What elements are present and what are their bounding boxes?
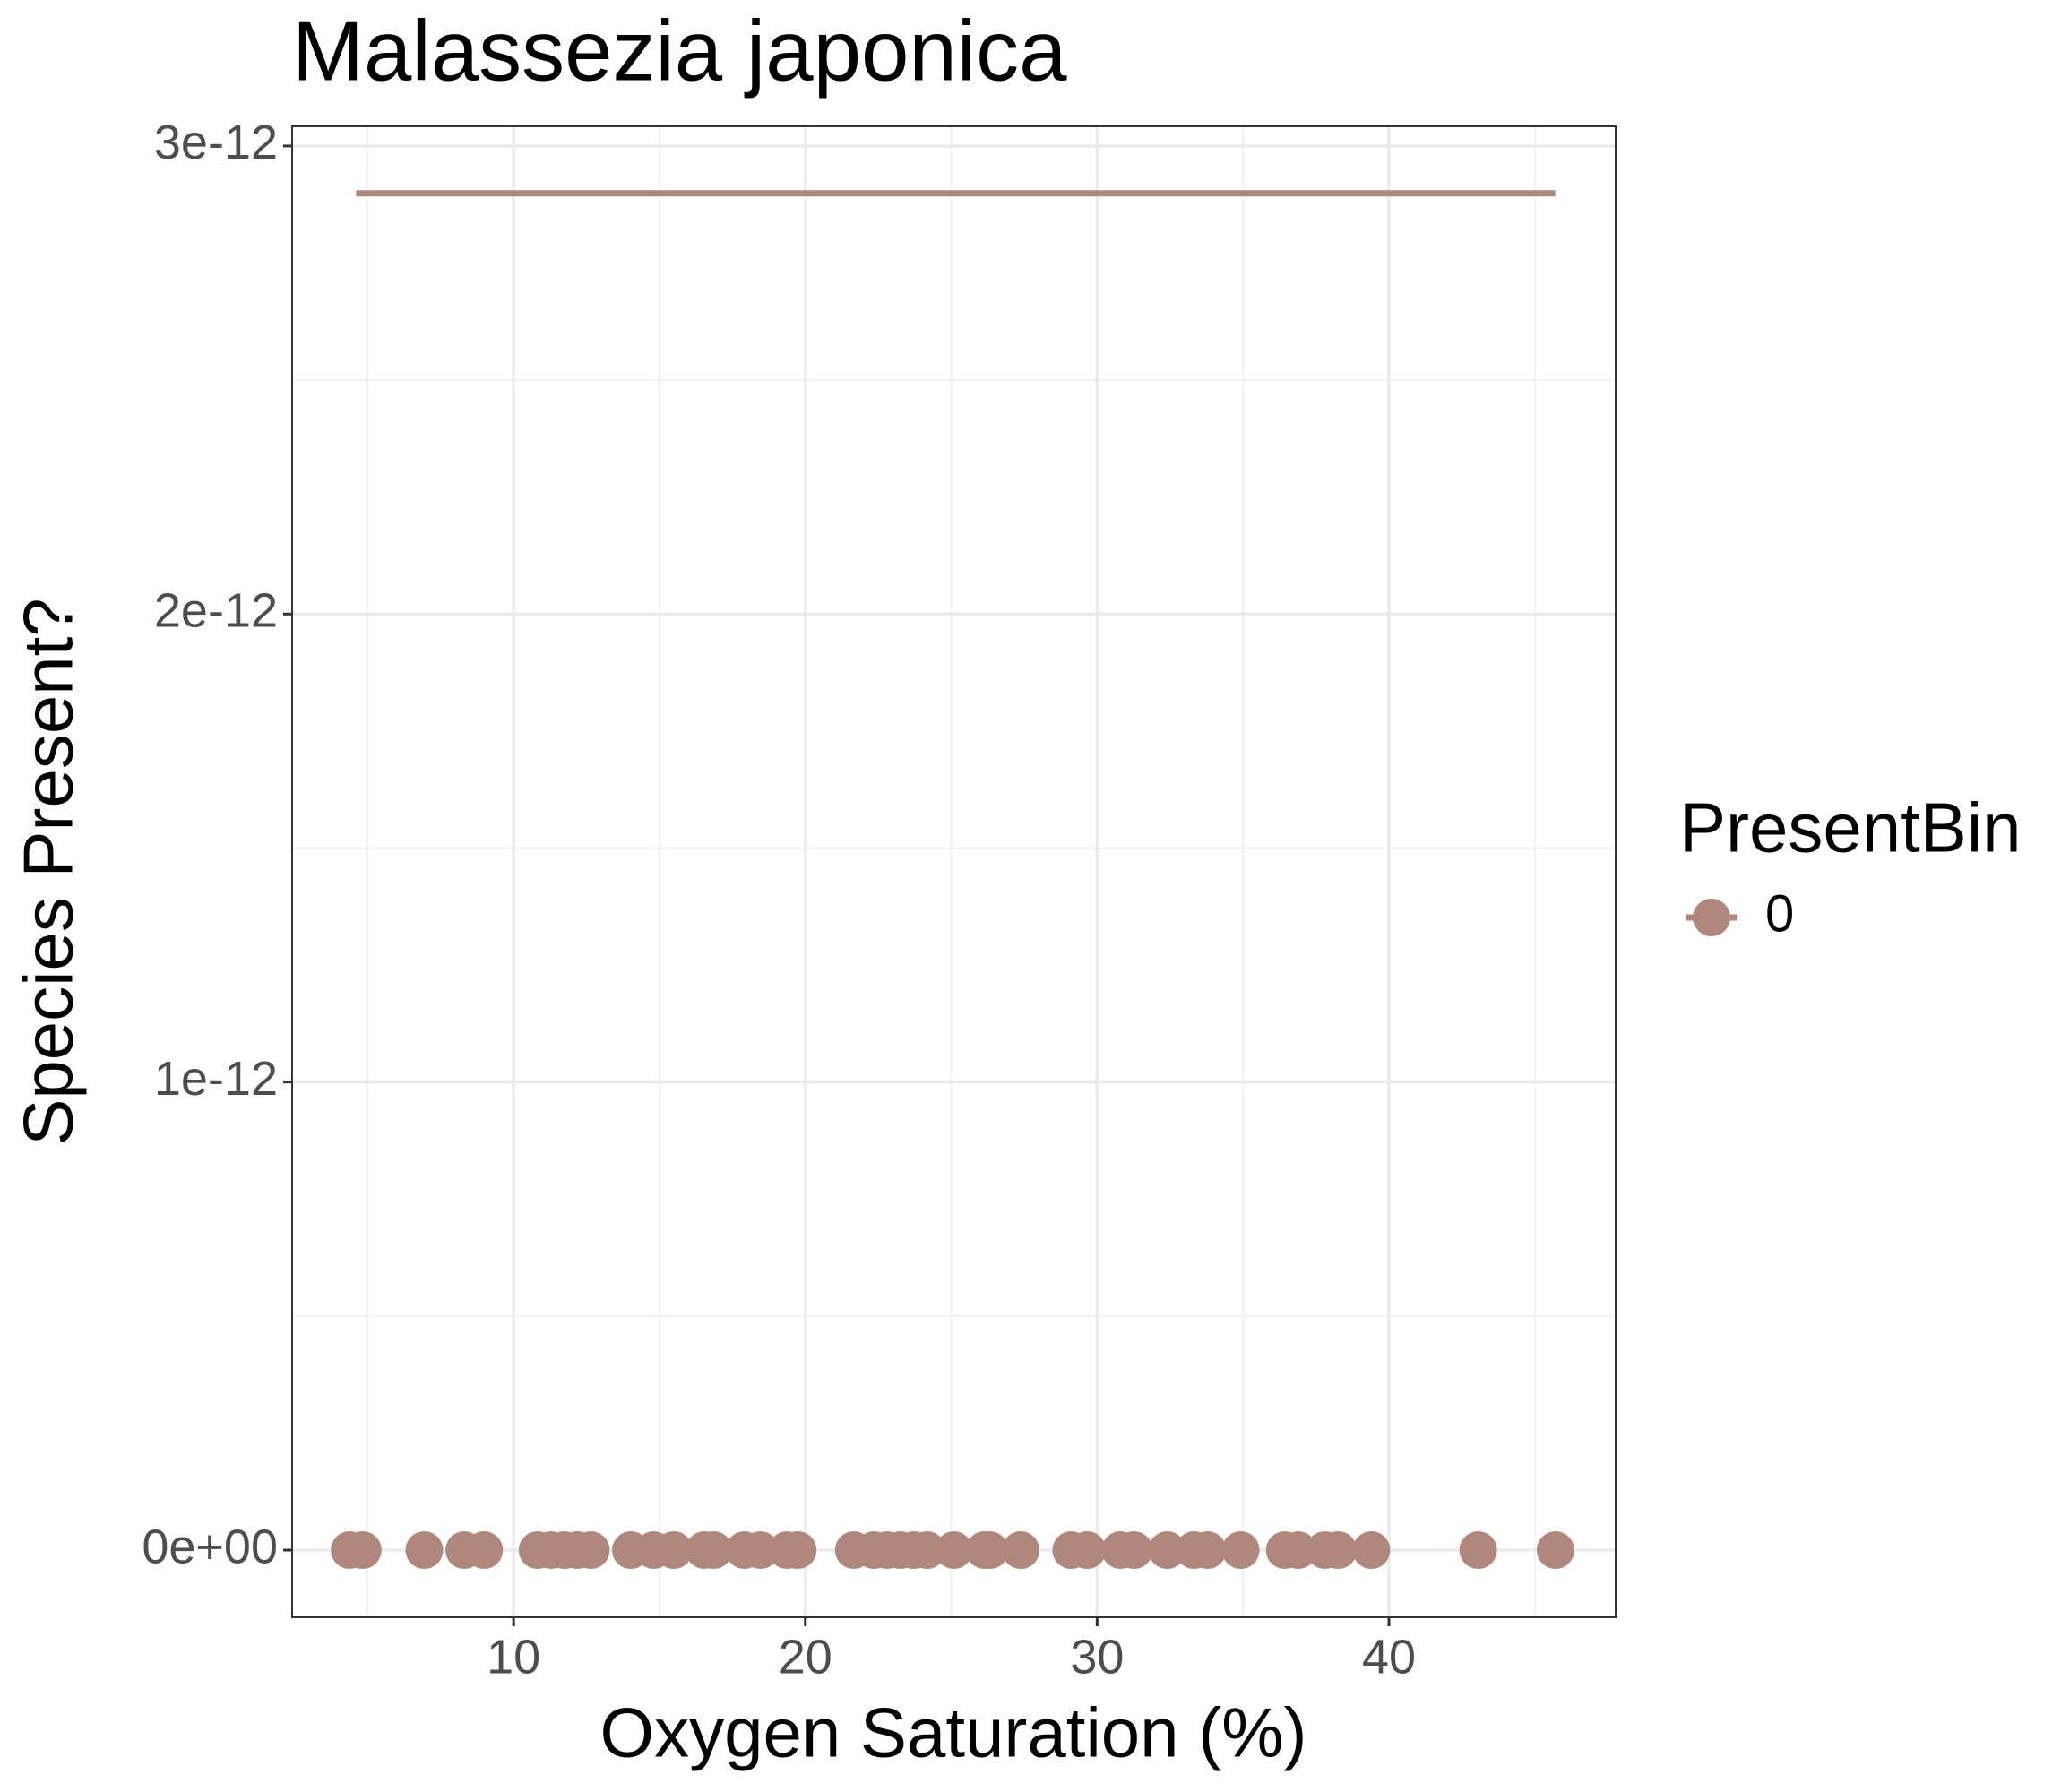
point <box>779 1531 817 1570</box>
x-tick-label: 10 <box>487 1630 540 1684</box>
y-tick-label: 3e-12 <box>154 116 278 169</box>
point <box>1352 1531 1391 1570</box>
point <box>1459 1531 1497 1570</box>
legend-label: 0 <box>1765 884 1794 943</box>
legend-title: PresentBin <box>1679 788 2022 867</box>
chart-title: Malassezia japonica <box>292 3 1067 99</box>
point <box>970 1531 1009 1570</box>
point <box>1221 1531 1260 1570</box>
point <box>1279 1531 1317 1570</box>
point <box>908 1531 946 1570</box>
y-tick-label: 2e-12 <box>154 584 278 638</box>
point <box>572 1531 610 1570</box>
legend-key-point <box>1693 899 1730 936</box>
point <box>654 1531 693 1570</box>
point <box>935 1531 973 1570</box>
plot-border <box>291 125 1617 1618</box>
point <box>1536 1531 1574 1570</box>
point <box>1002 1531 1040 1570</box>
x-tick-label: 20 <box>779 1630 832 1684</box>
point <box>405 1531 444 1570</box>
point <box>741 1531 780 1570</box>
point <box>465 1531 504 1570</box>
point <box>694 1531 733 1570</box>
point <box>343 1531 382 1570</box>
point <box>1068 1531 1107 1570</box>
point <box>1188 1531 1227 1570</box>
point <box>1115 1531 1153 1570</box>
x-tick-label: 30 <box>1070 1630 1124 1684</box>
point <box>1319 1531 1358 1570</box>
y-tick-label: 1e-12 <box>154 1052 278 1106</box>
point <box>1148 1531 1186 1570</box>
x-axis-title: Oxygen Saturation (%) <box>599 1693 1306 1772</box>
y-tick-label: 0e+00 <box>142 1520 278 1573</box>
x-tick-label: 40 <box>1362 1630 1416 1684</box>
y-axis-title: Species Present? <box>9 598 88 1145</box>
